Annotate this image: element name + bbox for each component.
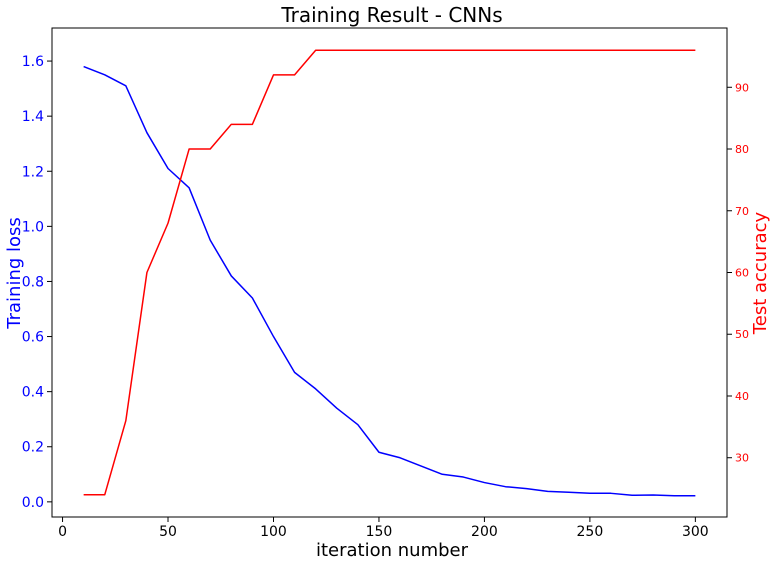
plot-area xyxy=(51,27,728,518)
y-right-tick-label: 80 xyxy=(735,143,749,156)
y-right-tick-label: 40 xyxy=(735,390,749,403)
chart-title: Training Result - CNNs xyxy=(280,3,502,27)
y-left-tick-label: 1.2 xyxy=(22,164,44,180)
series-line-training-loss xyxy=(83,65,696,497)
y-right-tick-label: 50 xyxy=(735,328,749,341)
x-tick-label: 250 xyxy=(577,524,604,540)
y-right-tick-label: 30 xyxy=(735,452,749,465)
y-right-tick-label: 90 xyxy=(735,81,749,94)
x-axis: 0 50 100 150 200 250 300 xyxy=(58,517,709,540)
x-tick-label: 0 xyxy=(58,524,67,540)
x-tick-label: 100 xyxy=(260,524,287,540)
y-axis-right-label: Test accuracy xyxy=(750,211,771,335)
y-right-tick-label: 70 xyxy=(735,205,749,218)
series-layer xyxy=(83,49,696,497)
x-tick-label: 300 xyxy=(682,524,709,540)
x-tick-label: 50 xyxy=(159,524,177,540)
y-axis-right: 30 40 50 60 70 80 90 xyxy=(727,81,749,465)
x-tick-label: 150 xyxy=(366,524,393,540)
y-left-tick-label: 1.6 xyxy=(22,54,44,70)
y-axis-left: 0.0 0.2 0.4 0.6 0.8 1.0 1.2 1.4 1.6 xyxy=(22,54,52,511)
y-axis-left-label: Training loss xyxy=(4,217,25,330)
y-right-tick-label: 60 xyxy=(735,267,749,280)
y-left-tick-label: 0.0 xyxy=(22,495,44,511)
series-line-test-accuracy xyxy=(83,49,696,496)
y-left-tick-label: 1.4 xyxy=(22,109,44,125)
x-axis-label: iteration number xyxy=(316,540,469,561)
y-left-tick-label: 1.0 xyxy=(22,219,44,235)
y-left-tick-label: 0.6 xyxy=(22,330,44,346)
y-left-tick-label: 0.4 xyxy=(22,385,44,401)
plot-frame xyxy=(51,27,728,518)
y-left-tick-label: 0.8 xyxy=(22,274,44,290)
y-left-tick-label: 0.2 xyxy=(22,440,44,456)
x-tick-label: 200 xyxy=(471,524,498,540)
